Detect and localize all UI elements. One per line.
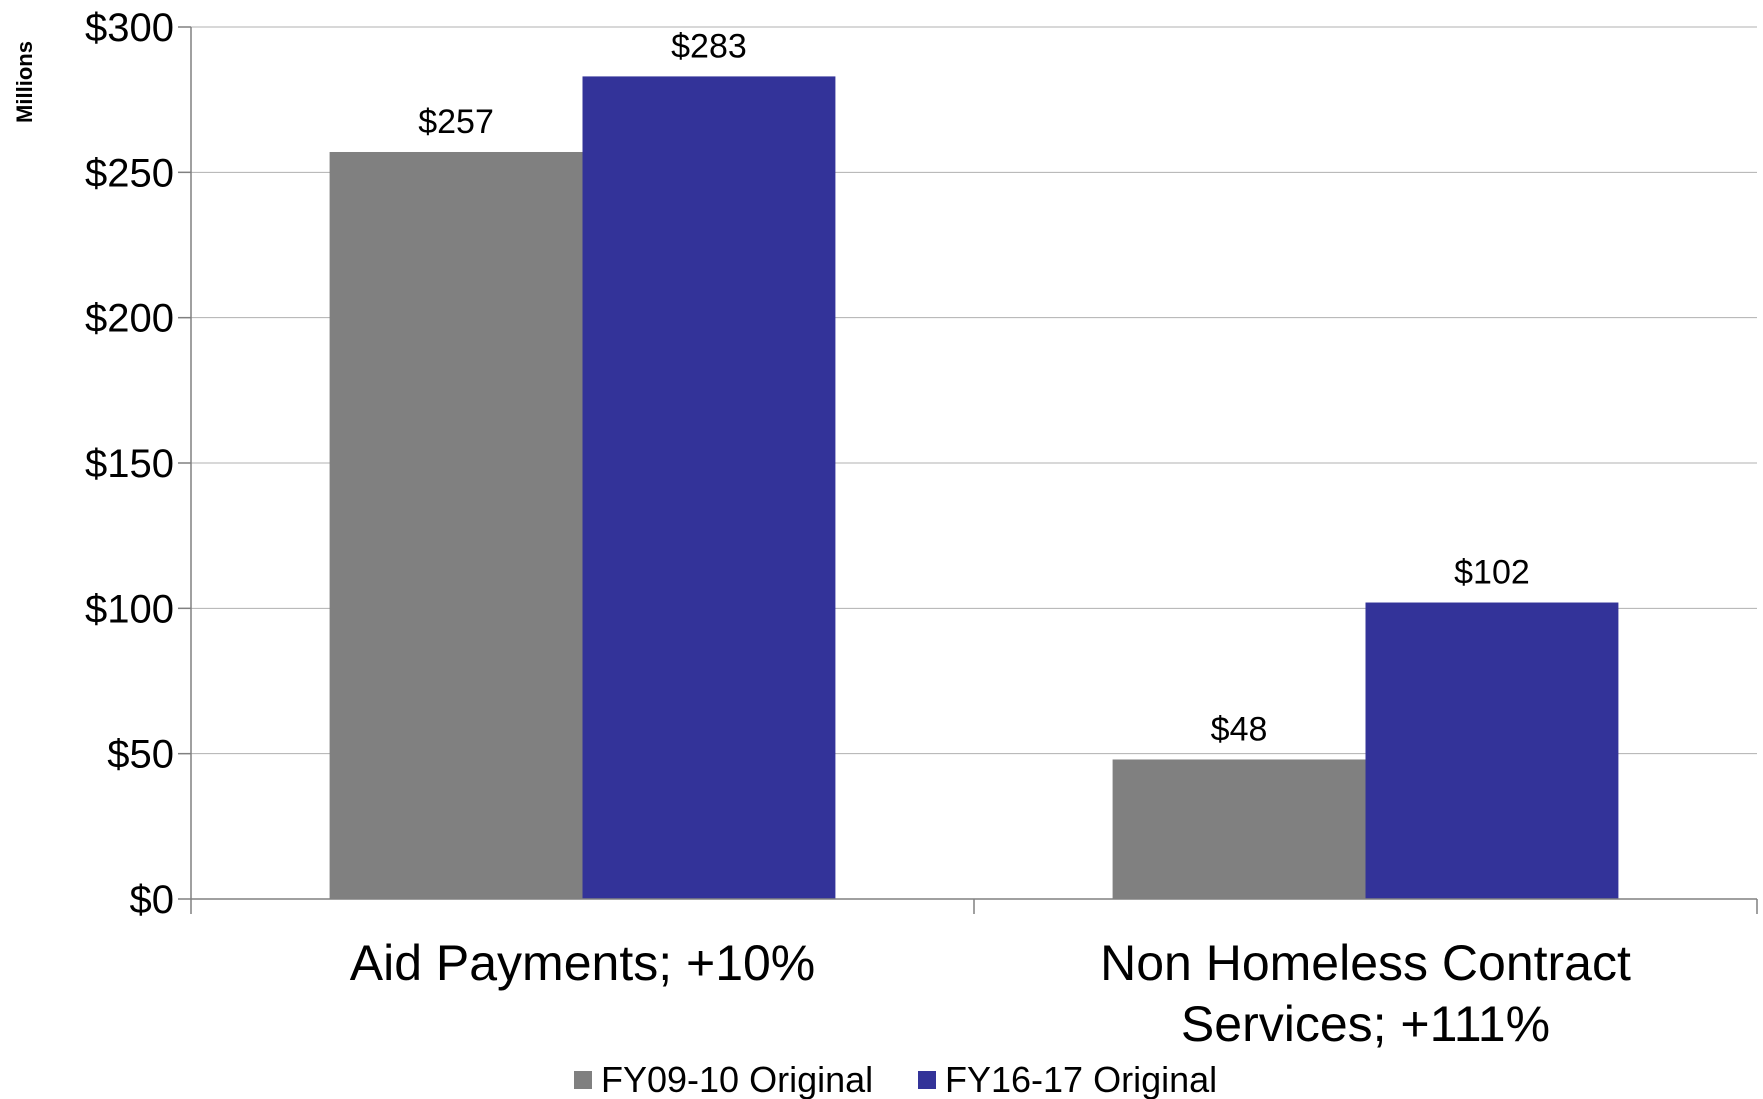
legend-swatch <box>918 1071 936 1089</box>
category-label: Non Homeless Contract <box>1100 935 1631 991</box>
data-label: $48 <box>1211 710 1268 748</box>
data-label: $257 <box>418 103 494 141</box>
bar-1-2 <box>1112 759 1366 899</box>
category-label: Aid Payments; +10% <box>350 935 816 991</box>
bar-1-1 <box>329 151 583 899</box>
data-labels: $257 $283 $48 $102 <box>418 27 1530 748</box>
bars <box>329 76 1619 899</box>
bar-2-1 <box>582 76 836 899</box>
y-tick-labels: $0 $50 $100 $150 $200 $250 $300 <box>85 6 174 922</box>
category-labels: Aid Payments; +10% Non Homeless ContractS… <box>350 935 1631 1052</box>
legend-label: FY09-10 Original <box>601 1059 873 1099</box>
y-tick-label: $150 <box>85 442 174 486</box>
unit-label: Millions <box>12 41 37 123</box>
legend-label: FY16-17 Original <box>945 1059 1217 1099</box>
y-tick-label: $50 <box>107 733 174 777</box>
y-tick-label: $200 <box>85 297 174 341</box>
y-tick-label: $250 <box>85 151 174 195</box>
data-label: $283 <box>671 27 747 65</box>
legend-swatch <box>574 1071 592 1089</box>
axes <box>178 26 1758 914</box>
y-tick-label: $100 <box>85 587 174 631</box>
data-label: $102 <box>1454 554 1530 592</box>
bar-2-2 <box>1365 602 1619 899</box>
y-tick-label: $300 <box>85 6 174 50</box>
y-tick-label: $0 <box>130 878 175 922</box>
category-label: Services; +111% <box>1181 996 1550 1052</box>
legend: FY09-10 Original FY16-17 Original <box>574 1059 1217 1099</box>
